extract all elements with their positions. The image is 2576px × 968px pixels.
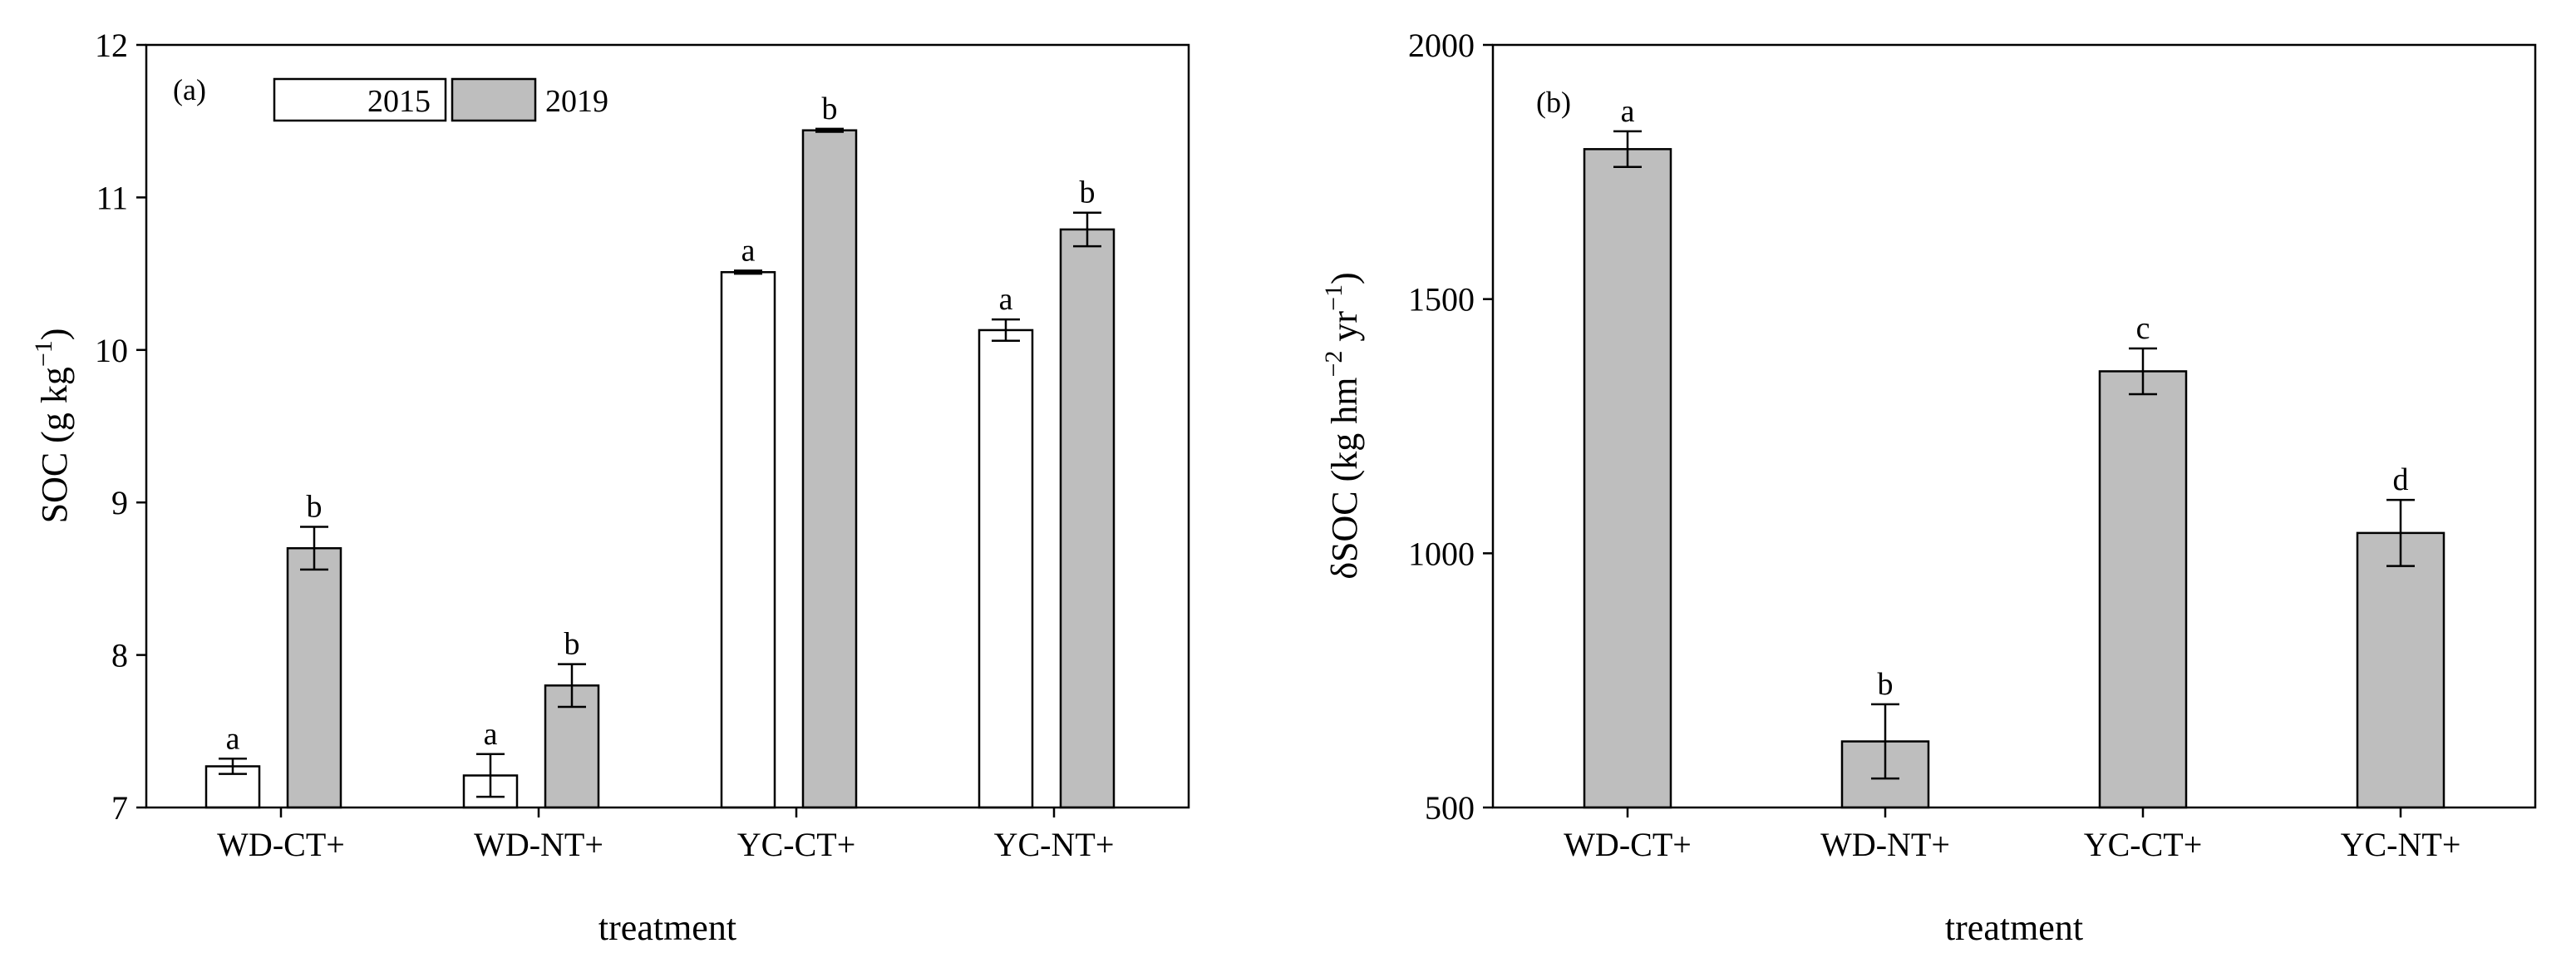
- x-tick-label-yc-nt: YC-NT+: [2341, 826, 2461, 863]
- y-tick-label-11: 11: [96, 179, 128, 216]
- significance-letter-2015-wd-ct: a: [226, 721, 240, 756]
- x-tick-label-wd-ct: WD-CT+: [1564, 826, 1692, 863]
- significance-letter-soc-yc-nt: d: [2393, 462, 2409, 497]
- panel-a-legend: 2015 2019: [273, 77, 608, 122]
- legend-label-2015: 2015: [367, 84, 431, 119]
- panel-b-x-axis: WD-CT+ WD-NT+ YC-CT+ YC-NT+: [1564, 807, 2460, 863]
- panel-a-tag: (a): [173, 73, 206, 106]
- x-tick-label-yc-ct: YC-CT+: [2084, 826, 2203, 863]
- panel-a-y-axis: 7 8 9 10 11 12: [95, 27, 146, 827]
- bar-soc-yc-ct: [2098, 370, 2188, 809]
- x-tick-label-wd-ct: WD-CT+: [217, 826, 345, 863]
- bar-2019-yc-ct: [801, 129, 858, 809]
- x-tick-label-yc-ct: YC-CT+: [737, 826, 856, 863]
- panel-a-plot-frame: [145, 43, 1190, 809]
- bar-2019-yc-nt: [1059, 228, 1116, 809]
- significance-letter-soc-yc-ct: c: [2136, 311, 2150, 346]
- panel-b-x-title: treatment: [1945, 907, 2083, 948]
- significance-letter-2015-wd-nt: a: [484, 717, 498, 752]
- y-tick-label-7: 7: [111, 789, 128, 827]
- panel-a-x-axis: WD-CT+ WD-NT+ YC-CT+ YC-NT+: [217, 807, 1114, 863]
- legend-swatch-2019: [451, 77, 537, 122]
- panel-a-x-title: treatment: [598, 907, 736, 948]
- panel-b-bars: a b c d: [1583, 94, 2445, 809]
- y-tick-label-1000: 1000: [1408, 535, 1475, 572]
- x-tick-label-yc-nt: YC-NT+: [994, 826, 1115, 863]
- significance-letter-2015-yc-ct: a: [741, 233, 756, 268]
- bar-2015-yc-ct: [720, 271, 776, 809]
- y-tick-label-12: 12: [95, 27, 128, 64]
- panel-a: a a a a b b b b 7 8 9 10 11 12 WD-CT+ WD-NT+ YC-CT+ YC-…: [30, 27, 1190, 948]
- significance-letter-2019-yc-nt: b: [1080, 175, 1096, 210]
- y-tick-label-10: 10: [95, 332, 128, 369]
- y-tick-label-8: 8: [111, 637, 128, 674]
- x-tick-label-wd-nt: WD-NT+: [474, 826, 603, 863]
- significance-letter-soc-wd-nt: b: [1878, 667, 1894, 702]
- bar-2015-yc-nt: [978, 328, 1034, 809]
- panel-b-y-axis: 500 1000 1500 2000: [1408, 27, 1493, 827]
- significance-letter-2019-wd-ct: b: [307, 490, 323, 525]
- y-tick-label-500: 500: [1425, 789, 1475, 827]
- significance-letter-soc-wd-ct: a: [1621, 94, 1635, 129]
- y-tick-label-2000: 2000: [1408, 27, 1475, 64]
- legend-label-2019: 2019: [545, 84, 608, 119]
- bar-2019-wd-ct: [286, 546, 342, 809]
- y-tick-label-9: 9: [111, 484, 128, 521]
- bar-soc-yc-nt: [2356, 531, 2445, 809]
- panel-b: a b c d 500 1000 1500 2000 WD-CT+ WD-NT+ YC-CT+ Y…: [1320, 27, 2537, 948]
- significance-letter-2019-wd-nt: b: [564, 627, 580, 662]
- panel-b-plot-frame: [1491, 43, 2537, 809]
- panel-a-bars: a a a a b b b b: [204, 91, 1116, 809]
- y-tick-label-1500: 1500: [1408, 281, 1475, 319]
- significance-letter-2015-yc-nt: a: [999, 282, 1013, 317]
- panel-a-y-title: SOC (g kg−1): [30, 328, 75, 524]
- x-tick-label-wd-nt: WD-NT+: [1820, 826, 1950, 863]
- bar-soc-wd-ct: [1583, 148, 1672, 809]
- significance-letter-2019-yc-ct: b: [822, 91, 838, 126]
- panel-b-y-title: δSOC (kg hm−2 yr−1): [1320, 272, 1365, 579]
- panel-b-tag: (b): [1536, 86, 1571, 119]
- legend-swatch-2015: [273, 77, 447, 122]
